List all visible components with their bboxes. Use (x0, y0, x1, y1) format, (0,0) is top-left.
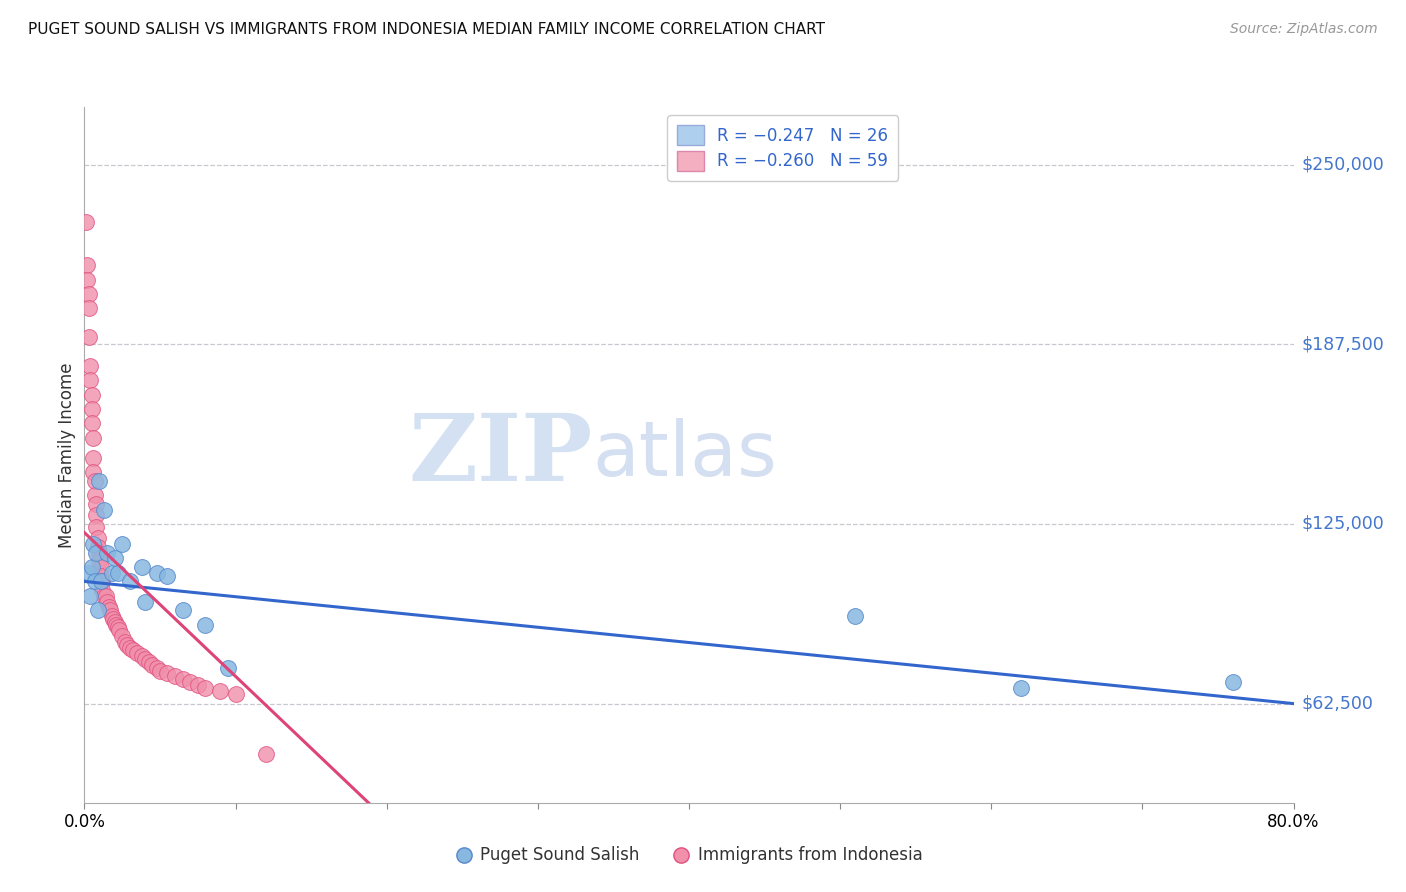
Point (111, 629, 134, 643)
Point (104, 615, 127, 629)
Point (86, 520, 108, 534)
Point (104, 551, 127, 566)
Point (84, 474, 107, 488)
Point (127, 646, 149, 660)
Point (90, 568, 112, 582)
Point (100, 608, 122, 623)
Point (80, 387, 103, 401)
Point (107, 566, 129, 580)
Text: $187,500: $187,500 (1302, 335, 1385, 353)
Point (1222, 675, 1244, 690)
Text: Source: ZipAtlas.com: Source: ZipAtlas.com (1230, 22, 1378, 37)
Point (89, 554, 111, 568)
Point (82, 431, 104, 445)
Point (84, 574, 107, 589)
Point (86, 497, 108, 511)
Point (100, 566, 122, 580)
Point (172, 603, 194, 617)
Point (209, 683, 232, 698)
Point (79, 589, 101, 603)
Point (91, 582, 114, 597)
Point (80, 401, 103, 416)
Point (225, 687, 247, 701)
Point (87, 540, 110, 554)
Point (89, 474, 111, 488)
Point (82, 537, 104, 551)
Text: $62,500: $62,500 (1302, 695, 1374, 713)
Point (118, 574, 141, 589)
Text: ZIP: ZIP (408, 410, 592, 500)
Y-axis label: Median Family Income: Median Family Income (58, 362, 76, 548)
Text: PUGET SOUND SALISH VS IMMIGRANTS FROM INDONESIA MEDIAN FAMILY INCOME CORRELATION: PUGET SOUND SALISH VS IMMIGRANTS FROM IN… (28, 22, 825, 37)
Point (141, 657, 163, 672)
Point (80, 560, 103, 574)
Point (163, 669, 186, 683)
Text: atlas: atlas (592, 418, 778, 491)
Point (77, 301, 100, 316)
Point (90, 560, 112, 574)
Point (87, 531, 110, 545)
Point (114, 635, 136, 649)
Point (121, 643, 143, 657)
Point (77, 287, 100, 301)
Point (77, 566, 100, 580)
Point (138, 655, 160, 669)
Point (134, 652, 156, 666)
Point (254, 747, 277, 761)
Point (90, 574, 112, 589)
Point (84, 488, 107, 502)
Point (146, 566, 169, 580)
Point (86, 546, 108, 560)
Point (82, 465, 104, 479)
Point (107, 620, 129, 634)
Point (98, 603, 121, 617)
Point (156, 568, 179, 582)
Point (179, 675, 201, 690)
Point (172, 672, 194, 686)
Point (82, 450, 104, 465)
Point (93, 589, 115, 603)
Point (118, 640, 141, 655)
Text: $125,000: $125,000 (1302, 515, 1385, 533)
Point (194, 617, 217, 632)
Point (194, 681, 217, 695)
Point (94, 589, 117, 603)
Point (217, 661, 239, 675)
Point (86, 508, 108, 523)
Point (96, 594, 118, 608)
Point (115, 638, 138, 652)
Point (105, 617, 128, 632)
Point (89, 546, 111, 560)
Point (149, 664, 172, 678)
Point (76, 258, 98, 272)
Point (97, 600, 120, 615)
Legend: Puget Sound Salish, Immigrants from Indonesia: Puget Sound Salish, Immigrants from Indo… (449, 839, 929, 871)
Point (93, 502, 115, 516)
Point (101, 612, 124, 626)
Point (1010, 681, 1032, 695)
Point (87, 603, 110, 617)
Point (96, 546, 118, 560)
Point (844, 608, 866, 623)
Point (80, 417, 103, 431)
Point (156, 666, 179, 681)
Point (91, 574, 114, 589)
Text: $250,000: $250,000 (1302, 155, 1385, 174)
Point (76, 272, 98, 286)
Point (134, 594, 156, 608)
Point (77, 330, 100, 344)
Point (108, 624, 131, 638)
Point (75, 215, 97, 229)
Point (131, 560, 153, 574)
Point (146, 661, 169, 675)
Point (131, 649, 153, 664)
Point (111, 537, 134, 551)
Point (187, 678, 209, 692)
Point (79, 373, 101, 387)
Point (79, 359, 101, 373)
